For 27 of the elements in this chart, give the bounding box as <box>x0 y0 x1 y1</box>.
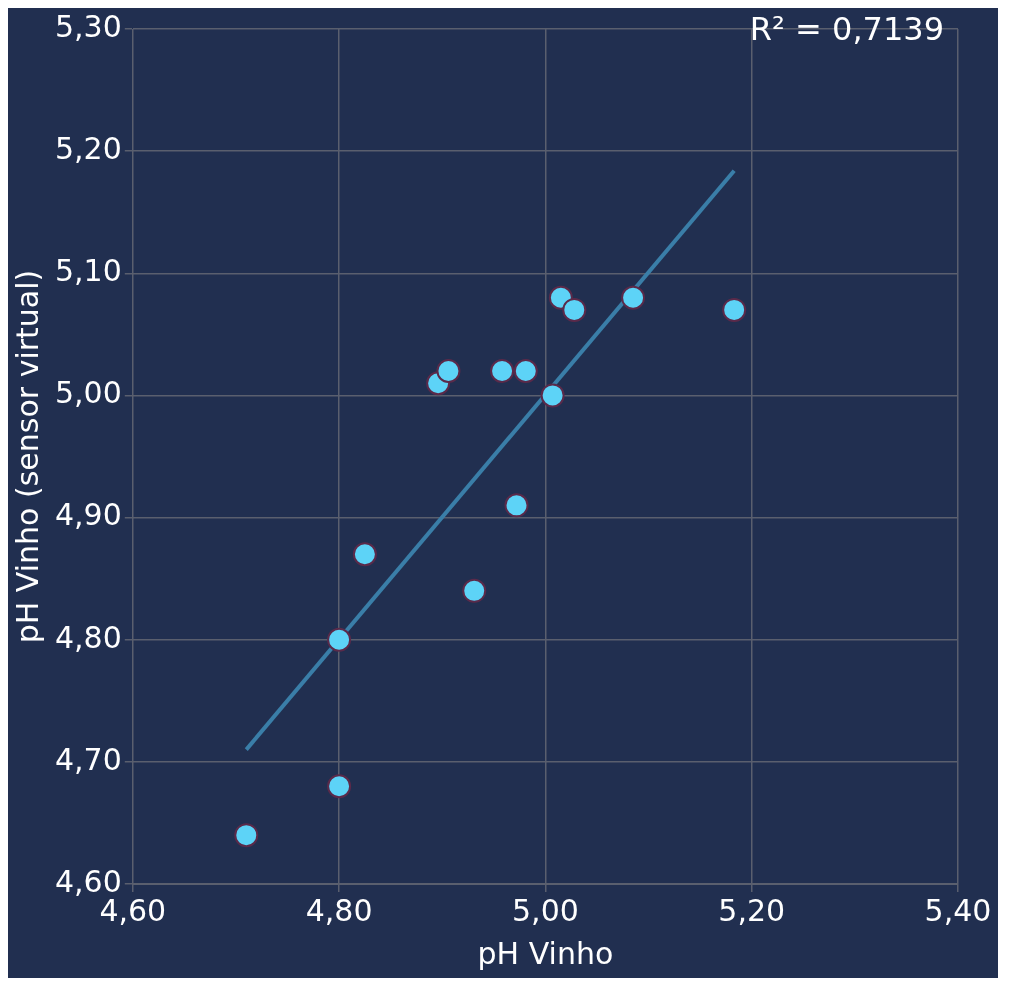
annotation: R² = 0,7139 <box>749 10 944 49</box>
x-tick-label: 5,40 <box>924 892 992 928</box>
y-tick-label: 5,00 <box>55 375 122 411</box>
point <box>722 297 747 322</box>
point <box>436 359 461 383</box>
y-tick-label: 5,20 <box>55 130 122 166</box>
x-tick-label: 5,00 <box>512 892 579 928</box>
point <box>234 823 259 848</box>
point <box>540 383 565 408</box>
point <box>352 542 377 567</box>
point <box>327 627 352 652</box>
y-tick-label: 5,10 <box>55 253 122 289</box>
x-tick-label: 4,80 <box>305 892 373 928</box>
point <box>490 359 515 383</box>
y-tick-label: 4,70 <box>55 741 122 777</box>
x-tick-label: 5,20 <box>718 892 786 928</box>
y-tick-label: 4,80 <box>55 619 122 655</box>
y-axis-title: pH Vinho (sensor virtual) <box>9 269 45 644</box>
y-tick-label: 5,30 <box>55 8 122 44</box>
point <box>504 493 529 518</box>
point <box>621 285 646 310</box>
point <box>327 774 352 799</box>
point <box>462 578 487 603</box>
point <box>513 359 538 383</box>
point <box>562 297 587 322</box>
y-tick-label: 4,90 <box>55 497 122 533</box>
x-axis-title: pH Vinho <box>477 935 614 971</box>
